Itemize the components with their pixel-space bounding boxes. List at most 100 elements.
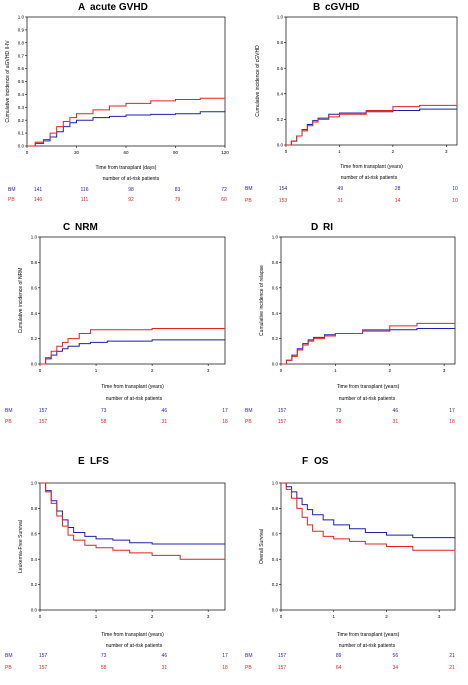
y-tick-label: 1.0 xyxy=(31,481,38,486)
y-tick-label: 0.6 xyxy=(272,285,279,290)
risk-count: 17 xyxy=(449,408,455,414)
x-tick-label: 3 xyxy=(207,614,210,619)
x-tick-label: 3 xyxy=(443,368,446,373)
y-tick-label: 0.8 xyxy=(31,260,38,265)
risk-row-label: BM xyxy=(5,653,13,659)
risk-count: 10 xyxy=(452,186,458,192)
risk-count: 73 xyxy=(101,653,107,659)
risk-row-bm: BM 157 73 46 17 xyxy=(245,408,455,414)
plot-frame xyxy=(285,16,458,146)
x-tick-label: 0 xyxy=(39,368,42,373)
y-tick-label: 1.0 xyxy=(272,481,279,486)
y-tick-label: 0.7 xyxy=(18,53,25,58)
risk-row-bm: BM 154 49 28 10 xyxy=(245,186,458,192)
x-axis-label: Time from transplant (years) xyxy=(101,384,164,390)
risk-count: 157 xyxy=(278,419,287,425)
risk-row-label: BM xyxy=(245,653,253,659)
x-tick-label: 2 xyxy=(151,614,154,619)
x-tick-label: 1 xyxy=(95,368,98,373)
risk-count: 73 xyxy=(336,408,342,414)
risk-table-title: number of at-risk patients xyxy=(106,643,163,649)
y-tick-label: 0.4 xyxy=(272,311,279,316)
risk-count: 14 xyxy=(395,198,401,204)
risk-count: 111 xyxy=(81,197,89,203)
risk-row-label: BM xyxy=(8,187,16,193)
risk-row-label: BM xyxy=(245,408,253,414)
risk-count: 34 xyxy=(393,665,399,671)
y-tick-label: 0.4 xyxy=(272,557,279,562)
panel-title: NRM xyxy=(75,222,98,233)
plot-frame xyxy=(39,236,226,365)
x-tick-label: 0 xyxy=(39,614,42,619)
panel-e: E LFS 0.0 0.2 0.4 0.6 0.8 1.0 0 1 2 3 Leukemia-Free … xyxy=(5,456,228,671)
risk-count: 28 xyxy=(395,186,401,192)
y-tick-label: 0.9 xyxy=(18,28,25,33)
series-pb-curve xyxy=(281,482,456,555)
x-axis-label: Time from transplant (years) xyxy=(337,384,400,390)
series-bm-curve xyxy=(286,108,457,146)
y-tick-label: 0.0 xyxy=(272,362,279,367)
panel-letter: B xyxy=(313,2,320,13)
panel-title: LFS xyxy=(90,456,109,467)
risk-count: 64 xyxy=(336,665,342,671)
risk-row-bm: BM 157 73 46 17 xyxy=(5,408,228,414)
risk-count: 83 xyxy=(175,187,181,193)
panel-title: cGVHD xyxy=(325,2,359,13)
series-pb-curve xyxy=(40,327,226,365)
risk-row-label: PB xyxy=(245,419,252,425)
y-tick-label: 0.2 xyxy=(272,336,279,341)
risk-count: 157 xyxy=(278,665,287,671)
panel-f: F OS 0.0 0.2 0.4 0.6 0.8 1.0 0 1 2 3 Overall Surviva… xyxy=(245,456,456,671)
risk-row-label: PB xyxy=(8,197,15,203)
y-tick-label: 0.2 xyxy=(18,118,25,123)
risk-count: 146 xyxy=(34,197,43,203)
x-axis-label: Time from transplant (years) xyxy=(340,164,403,170)
y-axis-label: Overall Survival xyxy=(259,529,265,564)
series-pb-curve xyxy=(281,322,455,365)
panel-letter: E xyxy=(78,456,85,467)
y-axis-label: Cumulative incidence of relapse xyxy=(259,265,265,336)
panel-title: OS xyxy=(314,456,329,467)
y-tick-label: 0.8 xyxy=(272,506,279,511)
risk-row-label: PB xyxy=(5,665,12,671)
risk-row-label: PB xyxy=(245,665,252,671)
x-tick-label: 2 xyxy=(151,368,154,373)
risk-count: 60 xyxy=(221,197,227,203)
risk-count: 116 xyxy=(81,187,89,193)
y-tick-label: 0.5 xyxy=(18,79,25,84)
risk-count: 89 xyxy=(336,653,342,659)
risk-table-title: number of at-risk patients xyxy=(106,396,163,402)
series-bm-curve xyxy=(27,109,226,147)
x-tick-label: 60 xyxy=(123,150,129,155)
risk-count: 31 xyxy=(338,198,344,204)
risk-count: 18 xyxy=(222,419,228,425)
y-tick-label: 0.6 xyxy=(18,66,25,71)
risk-row-bm: BM 157 73 46 17 xyxy=(5,653,228,659)
x-tick-label: 90 xyxy=(173,150,179,155)
risk-count: 157 xyxy=(39,408,48,414)
risk-row-bm: BM 141 116 98 83 72 xyxy=(8,187,227,193)
x-tick-label: 2 xyxy=(385,614,388,619)
x-tick-label: 1 xyxy=(338,149,341,154)
y-tick-label: 1.0 xyxy=(272,235,279,240)
panel-letter: D xyxy=(311,222,318,233)
y-axis-label: Cumulative incidence of NRM xyxy=(18,268,24,334)
risk-table-title: number of at-risk patients xyxy=(339,643,396,649)
risk-count: 49 xyxy=(338,186,344,192)
risk-count: 31 xyxy=(393,419,399,425)
y-tick-label: 0.6 xyxy=(31,531,38,536)
y-tick-label: 0.8 xyxy=(277,40,284,45)
y-tick-label: 1.0 xyxy=(31,235,38,240)
x-axis-label: Time from transplant (years) xyxy=(101,632,164,638)
risk-count: 17 xyxy=(222,408,228,414)
risk-count: 58 xyxy=(336,419,342,425)
risk-count: 31 xyxy=(162,665,168,671)
y-tick-label: 0.0 xyxy=(272,608,279,613)
panel-letter: C xyxy=(63,222,70,233)
risk-row-label: PB xyxy=(245,198,252,204)
risk-table-title: number of at-risk patients xyxy=(103,176,160,182)
risk-count: 157 xyxy=(278,653,287,659)
series-bm-curve xyxy=(281,482,456,539)
